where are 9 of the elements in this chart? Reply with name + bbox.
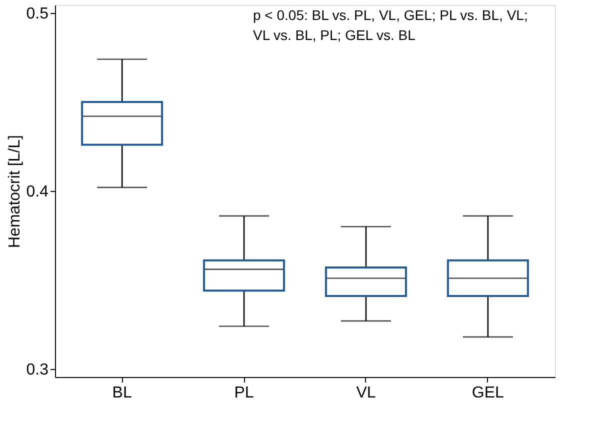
annotation: p < 0.05: BL vs. PL, VL, GEL; PL vs. BL, VL; VL vs. BL, PL; GEL vs. BL [253,7,528,43]
x-tick-label: BL [112,384,132,402]
x-tick-label: VL [356,384,376,402]
y-tick-label: 0.5 [26,6,49,23]
y-tick-label: 0.4 [26,184,49,200]
y-tick-label: 0.3 [26,361,49,378]
x-tick-label: GEL [472,384,504,402]
y-axis-title: Hematocrit [L/L] [6,135,24,248]
x-tick-label: PL [234,384,254,402]
